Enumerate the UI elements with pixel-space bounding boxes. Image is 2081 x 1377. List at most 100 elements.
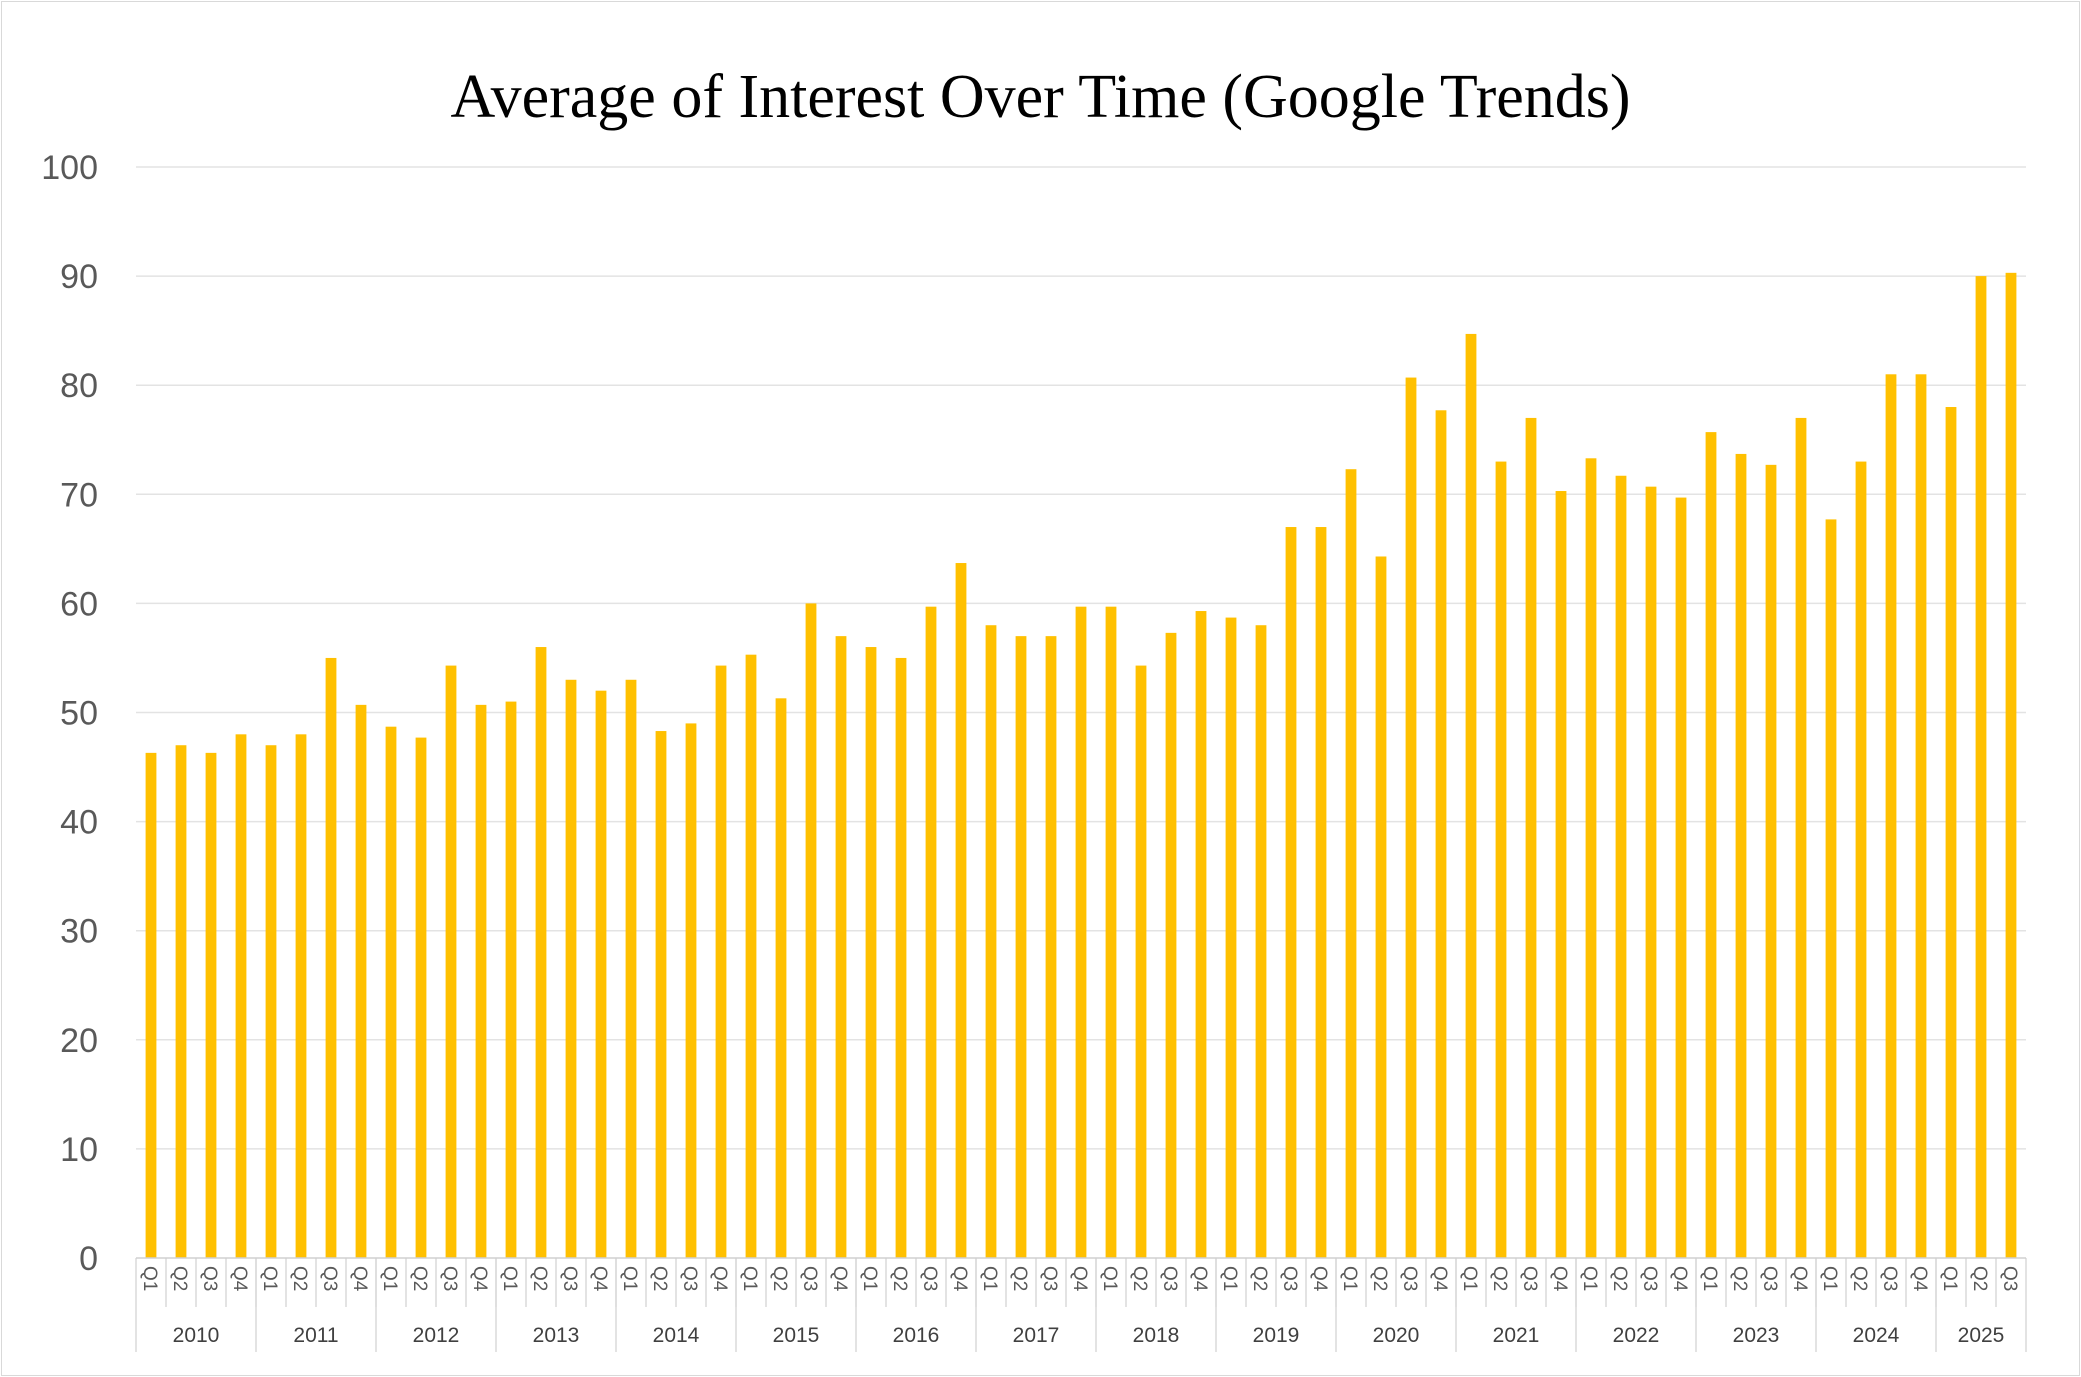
bar (145, 752, 157, 1258)
y-tick-label: 0 (79, 1240, 98, 1278)
x-tick-label: Q3 (1399, 1266, 1420, 1291)
bar (1225, 617, 1237, 1258)
year-label: 2016 (893, 1324, 940, 1347)
bar (535, 647, 547, 1258)
y-tick-label: 10 (60, 1131, 98, 1169)
x-tick-label: Q3 (1999, 1266, 2020, 1291)
bar (1165, 632, 1177, 1258)
bar (295, 734, 307, 1258)
bar (325, 657, 337, 1258)
x-tick-label: Q4 (1789, 1266, 1810, 1292)
bar (1285, 527, 1297, 1258)
bar (1405, 377, 1417, 1258)
year-label: 2017 (1013, 1324, 1060, 1347)
x-tick-label: Q4 (1429, 1266, 1450, 1292)
x-tick-label: Q1 (1339, 1266, 1360, 1291)
year-label: 2024 (1853, 1324, 1900, 1347)
bar (1735, 453, 1747, 1259)
x-tick-label: Q3 (799, 1266, 820, 1291)
x-tick-label: Q3 (679, 1266, 700, 1291)
bar (1045, 636, 1057, 1258)
bar (1345, 469, 1357, 1258)
x-tick-label: Q1 (1819, 1266, 1840, 1291)
bar (1255, 625, 1267, 1258)
x-tick-label: Q1 (1699, 1266, 1720, 1291)
x-tick-label: Q2 (769, 1266, 790, 1291)
x-tick-label: Q4 (829, 1266, 850, 1292)
year-label: 2020 (1373, 1324, 1420, 1347)
x-tick-label: Q1 (1459, 1266, 1480, 1291)
bar (2005, 272, 2017, 1258)
x-tick-label: Q2 (1969, 1266, 1990, 1291)
x-tick-label: Q1 (1579, 1266, 1600, 1291)
bar (1975, 276, 1987, 1259)
bar (1075, 606, 1087, 1258)
bar (715, 665, 727, 1258)
x-tick-label: Q4 (949, 1266, 970, 1292)
x-tick-label: Q3 (439, 1266, 460, 1291)
x-tick-label: Q3 (1279, 1266, 1300, 1291)
bar (235, 734, 247, 1258)
x-tick-label: Q1 (259, 1266, 280, 1291)
year-label: 2023 (1733, 1324, 1780, 1347)
bar (775, 698, 787, 1258)
bar (1675, 497, 1687, 1258)
year-label: 2022 (1613, 1324, 1660, 1347)
x-tick-label: Q2 (1729, 1266, 1750, 1291)
x-tick-label: Q3 (1639, 1266, 1660, 1291)
year-label: 2025 (1958, 1324, 2005, 1347)
bar (445, 665, 457, 1258)
y-tick-label: 100 (41, 149, 98, 187)
year-label: 2012 (413, 1324, 460, 1347)
bar (205, 752, 217, 1258)
bar (925, 606, 937, 1258)
x-tick-label: Q4 (1189, 1266, 1210, 1292)
chart-title: Average of Interest Over Time (Google Tr… (450, 63, 1631, 131)
bar (1795, 417, 1807, 1258)
x-tick-label: Q3 (1519, 1266, 1540, 1291)
bar (595, 690, 607, 1258)
x-tick-label: Q1 (739, 1266, 760, 1291)
x-tick-label: Q2 (1489, 1266, 1510, 1291)
x-tick-label: Q2 (1009, 1266, 1030, 1291)
bar (955, 563, 967, 1258)
bar (1825, 519, 1837, 1258)
x-tick-label: Q4 (349, 1266, 370, 1292)
bar (265, 745, 277, 1258)
bar (685, 723, 697, 1258)
x-tick-label: Q3 (1039, 1266, 1060, 1291)
x-tick-label: Q3 (1879, 1266, 1900, 1291)
bar (1885, 374, 1897, 1258)
y-tick-label: 70 (60, 476, 98, 514)
bar (895, 657, 907, 1258)
bar (1615, 475, 1627, 1258)
year-label: 2021 (1493, 1324, 1540, 1347)
bar (1105, 606, 1117, 1258)
bar (475, 704, 487, 1258)
bar (1645, 486, 1657, 1259)
bar (505, 701, 517, 1258)
bar (175, 745, 187, 1258)
x-tick-label: Q2 (169, 1266, 190, 1291)
x-tick-label: Q2 (409, 1266, 430, 1291)
y-tick-label: 30 (60, 913, 98, 951)
bar (415, 737, 427, 1258)
y-tick-label: 20 (60, 1022, 98, 1060)
x-tick-label: Q4 (1069, 1266, 1090, 1292)
bar (805, 603, 817, 1258)
bar (1585, 458, 1597, 1258)
x-tick-label: Q2 (289, 1266, 310, 1291)
y-tick-label: 90 (60, 258, 98, 296)
x-tick-label: Q4 (1669, 1266, 1690, 1292)
y-tick-label: 40 (60, 804, 98, 842)
bar (385, 726, 397, 1258)
x-axis: Q1 Q2 Q3 Q4 Q1 Q2 Q3 Q4 Q1 Q2 Q3 Q4 Q1 Q2 Q3 Q4 Q1 Q2 Q3 Q4… (135, 1257, 2027, 1352)
bar (1495, 461, 1507, 1258)
x-tick-label: Q1 (1219, 1266, 1240, 1291)
year-label: 2013 (533, 1324, 580, 1347)
year-label: 2010 (173, 1324, 220, 1347)
x-tick-label: Q3 (319, 1266, 340, 1291)
bar (1915, 374, 1927, 1258)
